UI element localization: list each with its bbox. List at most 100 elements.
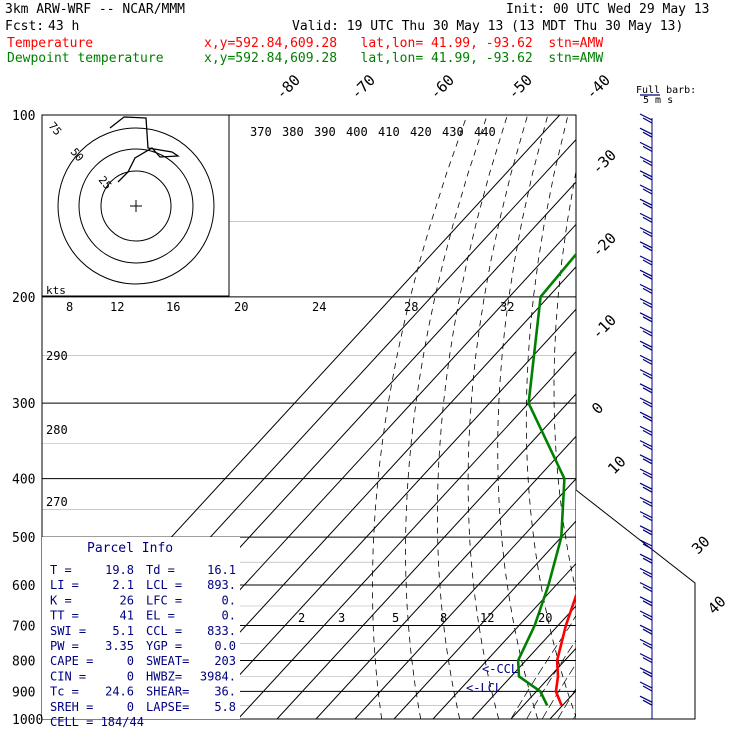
wind-barb [639,553,653,564]
temperature-location: x,y=592.84,609.28 lat,lon= 41.99, -93.62… [204,36,604,51]
isotherm-line [471,605,576,719]
wind-barb [639,340,653,351]
parcel-info-title: Parcel Info [87,541,173,556]
hodograph-ring [57,127,215,285]
wind-barb [639,525,653,536]
parcel-info-value: 41 [120,609,134,623]
dewpoint-legend: Dewpoint temperature [7,51,164,66]
parcel-info-value: 0.0 [214,639,236,653]
parcel-info-value: 19.8 [105,563,134,577]
dry-adiabat [467,115,528,719]
hodograph-ring [78,148,194,264]
parcel-info-key: LCL = [146,578,182,592]
wind-barb [639,383,653,394]
wind-barb [639,198,653,209]
dry-adiabat [497,115,549,719]
parcel-info-value: 5.8 [214,700,236,714]
dry-adiabat [405,115,488,719]
parcel-info-key: EL = [146,609,175,623]
ccl-marker: <-CCL [482,662,518,676]
parcel-info-key: CIN = [50,669,86,683]
isotherm-line [706,115,740,719]
wind-barb [639,681,653,692]
parcel-info-key: LFC = [146,593,182,607]
wind-barb [639,255,653,266]
parcel-info-value: 16.1 [207,563,236,577]
hodograph-direction-label: 280 [46,423,68,437]
dewpoint-profile [516,252,576,707]
temperature-legend: Temperature [7,36,94,51]
isotherm-label: -70 [347,71,379,103]
parcel-info-key: T = [50,563,72,577]
hodograph-speed-label: 20 [234,300,248,314]
wind-barb [639,241,653,252]
parcel-info-key: SHEAR= [146,685,189,699]
wind-legend-line1: Full barb: [636,85,697,96]
wind-barb [639,170,653,181]
parcel-info-key: Td = [146,563,175,577]
wind-barb [639,411,653,422]
wind-barb [639,440,653,451]
wind-barb [639,298,653,309]
parcel-info-value: 2.1 [112,578,134,592]
parcel-box-bg [42,537,240,719]
forecast-label: Fcst: [5,19,45,34]
theta-label: 400 [346,125,368,139]
hodograph-speed-label: 12 [110,300,124,314]
plot-frame [41,114,577,720]
hodograph-speed-label: 16 [166,300,180,314]
isotherm-line [315,435,576,719]
moist-adiabat [510,614,576,719]
wind-barb [639,482,653,493]
wind-barb [639,638,653,649]
hodograph-speed-label: 28 [404,300,418,314]
wind-barb [639,354,653,365]
isotherm-line [276,393,576,719]
isotherm-label: -60 [426,71,458,103]
hodograph-direction-label: 290 [46,349,68,363]
dry-adiabat [703,115,740,719]
theta-label: 420 [410,125,432,139]
hodograph-speed-label: 24 [312,300,326,314]
wind-barb [639,511,653,522]
pressure-label: 200 [12,291,35,306]
init-time: Init: 00 UTC Wed 29 May 13 [506,2,710,17]
wind-barb [639,624,653,635]
parcel-info-key: TT = [50,609,79,623]
pressure-label: 300 [12,397,35,412]
parcel-info-key: PW = [50,639,79,653]
wind-barb [639,425,653,436]
isotherm-line [393,520,576,719]
wind-barb [639,582,653,593]
wind-barb [639,539,653,550]
wind-barb [639,212,653,223]
dry-adiabat [726,115,740,719]
parcel-info-key: LI = [50,578,79,592]
wind-barb [639,312,653,323]
wind-barb [639,653,653,664]
hodograph-trace [109,116,180,183]
wind-barb [639,397,653,408]
wind-barb [639,695,653,706]
dry-adiabat [437,115,508,719]
parcel-info-value: 0. [222,609,236,623]
theta-label: 390 [314,125,336,139]
pressure-label: 1000 [12,713,43,728]
wind-barb [639,496,653,507]
mixing-ratio-label: 20 [538,611,552,625]
temperature-profile [554,591,576,706]
mixing-ratio-label: 8 [440,611,447,625]
mixing-ratio-label: 5 [392,611,399,625]
lcl-marker: <-LCL [466,681,502,695]
isotherm-line [354,478,576,719]
parcel-info-value: 833. [207,624,236,638]
model-title: 3km ARW-WRF -- NCAR/MMM [5,2,186,17]
isotherm-label: -30 [588,146,620,178]
isotherm-line [237,350,576,719]
isotherm-label: 10 [604,452,630,478]
wind-barb [639,127,653,138]
wind-barb [639,610,653,621]
wind-barb [639,269,653,280]
parcel-info-value: 26 [120,593,134,607]
mixing-ratio-label: 2 [298,611,305,625]
